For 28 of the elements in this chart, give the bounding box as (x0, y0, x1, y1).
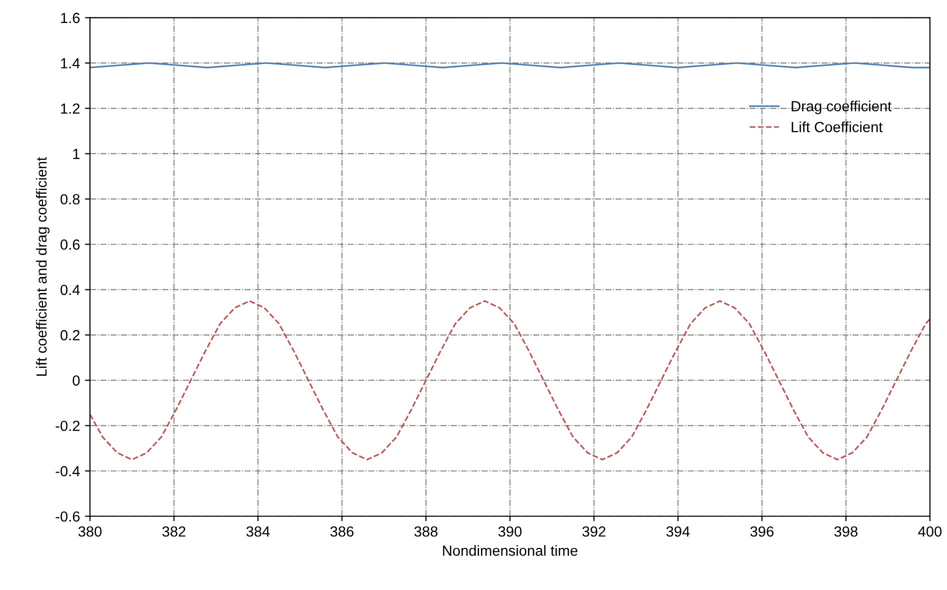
y-tick-label: 1.4 (61, 58, 80, 68)
y-axis-title: Lift coefficient and drag coefficient (36, 157, 50, 376)
x-axis-title: Nondimensional time (443, 545, 578, 556)
x-tick-label: 388 (414, 526, 438, 537)
legend-label: Lift Coefficient (792, 122, 883, 132)
x-tick-label: 392 (582, 526, 606, 537)
x-tick-label: 384 (246, 526, 270, 537)
y-tick-label: 0.8 (60, 194, 80, 204)
y-tick-label: -0.6 (56, 511, 80, 522)
x-tick-label: 386 (330, 526, 354, 537)
y-tick-label: 0 (72, 375, 80, 386)
y-tick-label: -0.4 (56, 466, 80, 476)
x-tick-label: 382 (162, 526, 186, 537)
line-series (90, 300, 930, 460)
y-tick-label: 1.2 (61, 103, 80, 114)
x-tick-label: 396 (750, 526, 774, 537)
x-tick-label: 398 (834, 526, 858, 537)
y-tick-label: 0.4 (60, 284, 80, 296)
legend-label: Drag coefficient (792, 100, 892, 114)
y-tick-label: 0.2 (60, 330, 80, 340)
x-tick-label: 394 (666, 526, 690, 537)
y-tick-label: 0.6 (60, 239, 80, 250)
x-tick-label: 400 (918, 526, 942, 537)
y-tick-label: 1 (73, 148, 80, 159)
x-tick-label: 380 (78, 526, 102, 537)
x-tick-label: 390 (498, 526, 522, 537)
y-tick-label: 1.6 (61, 12, 80, 24)
y-tick-label: -0.2 (56, 420, 80, 432)
